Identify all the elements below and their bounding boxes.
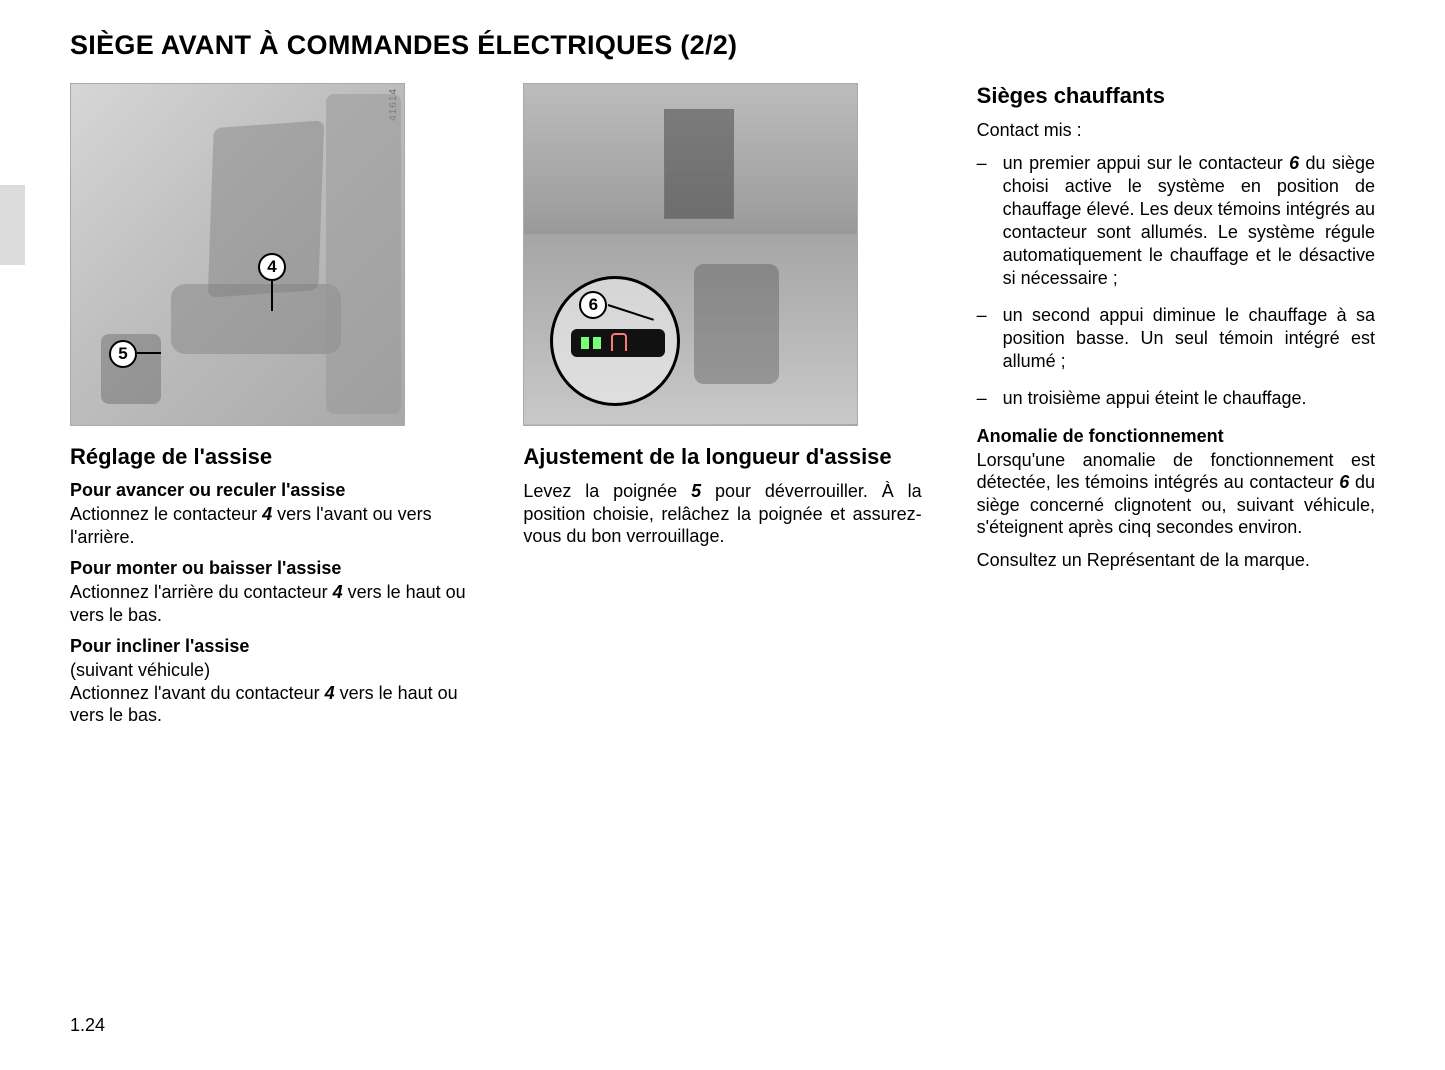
col2-heading: Ajustement de la longueur d'assise <box>523 444 921 470</box>
col3-heading: Sièges chauffants <box>977 83 1375 109</box>
col3-list: un premier appui sur le contacteur 6 du … <box>977 152 1375 410</box>
list-item: un second appui diminue le chauffage à s… <box>977 304 1375 373</box>
list-item: un premier appui sur le contacteur 6 du … <box>977 152 1375 290</box>
list-item: un troisième appui éteint le chauffage. <box>977 387 1375 410</box>
column-3: Sièges chauffants Contact mis : un premi… <box>977 83 1375 737</box>
column-2: 41616 6 Ajustement de la longueur d'assi… <box>523 83 921 737</box>
detail-circle <box>550 276 680 406</box>
col1-sec3-note: (suivant véhicule) <box>70 659 468 682</box>
col1-sec3-title: Pour incliner l'assise <box>70 636 468 657</box>
content-columns: 41614 4 5 Réglage de l'assise Pour avanc… <box>70 83 1375 737</box>
callout-5-line <box>137 352 161 354</box>
col3-intro: Contact mis : <box>977 119 1375 142</box>
col1-heading: Réglage de l'assise <box>70 444 468 470</box>
figure-seat-length: 41616 6 <box>523 83 858 426</box>
column-1: 41614 4 5 Réglage de l'assise Pour avanc… <box>70 83 468 737</box>
anomaly-text: Lorsqu'une anomalie de fonctionnement es… <box>977 449 1375 539</box>
section-tab <box>0 185 25 265</box>
figure-seat-controls: 41614 4 5 <box>70 83 405 426</box>
col1-sec2-text: Actionnez l'arrière du contacteur 4 vers… <box>70 581 468 626</box>
callout-4-line <box>271 281 273 311</box>
callout-4: 4 <box>258 253 286 281</box>
page-title: SIÈGE AVANT À COMMANDES ÉLECTRIQUES (2/2… <box>70 30 1375 61</box>
col1-sec1-text: Actionnez le contacteur 4 vers l'avant o… <box>70 503 468 548</box>
col2-text: Levez la poignée 5 pour déverrouiller. À… <box>523 480 921 548</box>
callout-5: 5 <box>109 340 137 368</box>
col1-sec3-text: Actionnez l'avant du contacteur 4 vers l… <box>70 682 468 727</box>
anomaly-text-2: Consultez un Représentant de la marque. <box>977 549 1375 572</box>
anomaly-title: Anomalie de fonctionnement <box>977 426 1375 447</box>
col1-sec2-title: Pour monter ou baisser l'assise <box>70 558 468 579</box>
manual-page: SIÈGE AVANT À COMMANDES ÉLECTRIQUES (2/2… <box>0 0 1445 1070</box>
col1-sec1-title: Pour avancer ou reculer l'assise <box>70 480 468 501</box>
page-number: 1.24 <box>70 1015 105 1036</box>
